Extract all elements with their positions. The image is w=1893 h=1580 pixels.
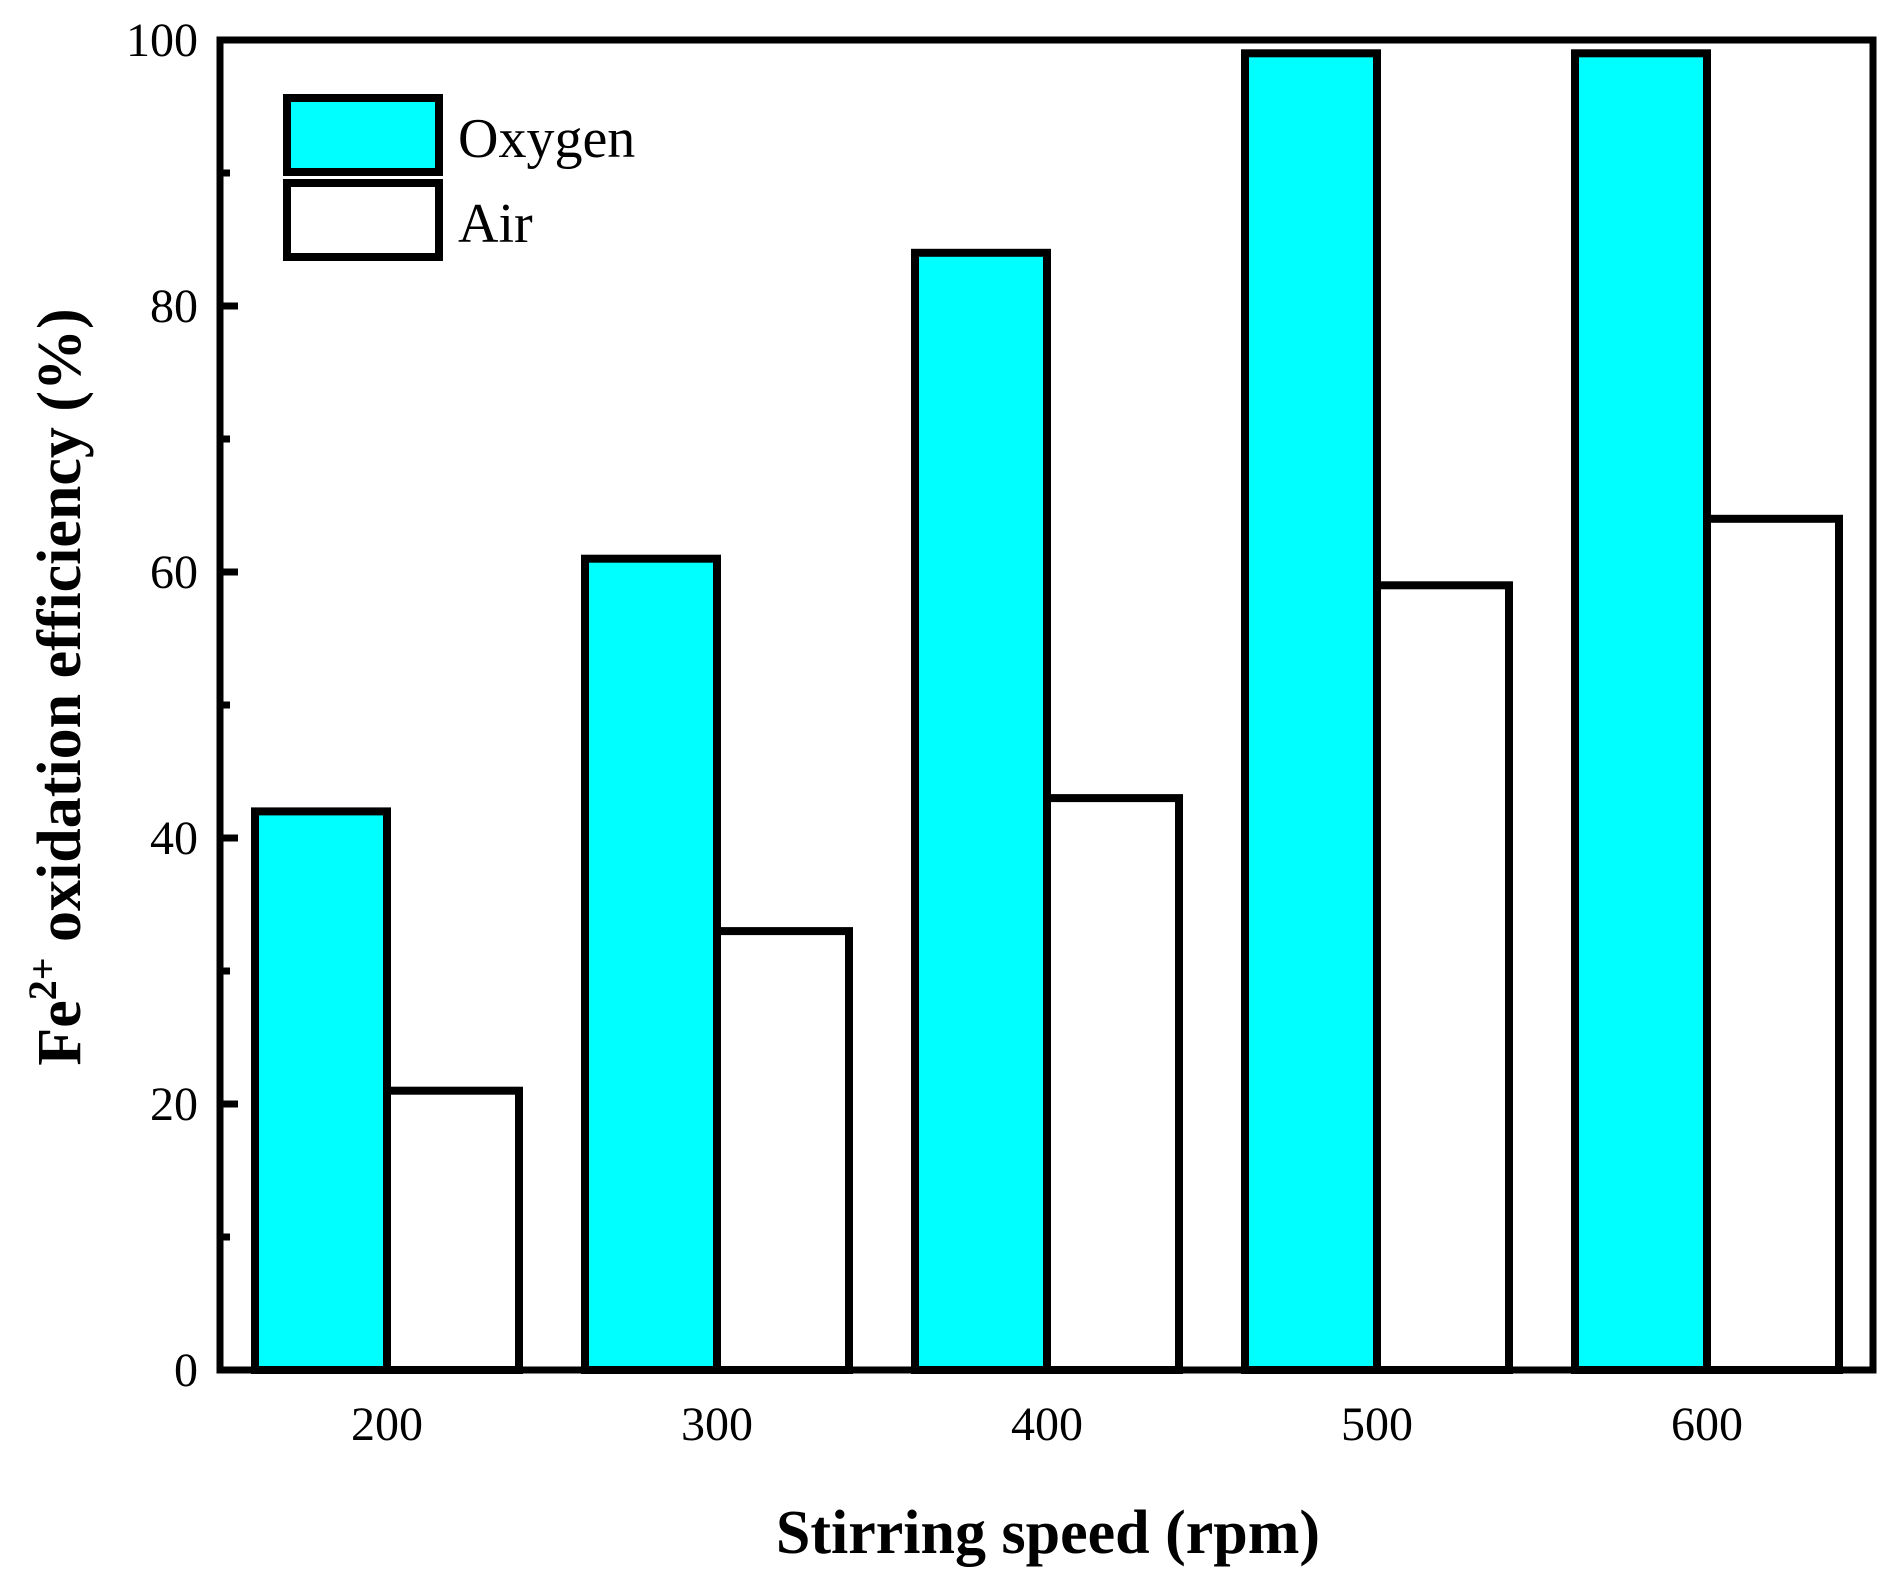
y-tick-label-40: 40 [150,812,198,865]
y-axis-title-rest: oxidation efficiency (%) [26,308,94,957]
ticks-layer: 0 20 40 60 80 100 200 300 400 500 600 [126,14,1743,1451]
y-axis-title: Fe2+ oxidation efficiency (%) [20,308,94,1065]
bar-oxygen-600 [1571,49,1711,1374]
y-tick-label-20: 20 [150,1078,198,1131]
bar-air-400 [1043,794,1183,1374]
bar-oxygen-500 [1241,49,1381,1374]
x-tick-label-600: 600 [1671,1398,1743,1451]
legend-swatch-air [283,179,443,261]
y-tick-label-80: 80 [150,280,198,333]
bar-oxygen-400 [911,248,1051,1374]
x-tick-label-400: 400 [1011,1398,1083,1451]
legend-label-oxygen: Oxygen [458,108,635,170]
y-tick-label-0: 0 [174,1344,198,1397]
x-tick-label-300: 300 [681,1398,753,1451]
bar-oxygen-200 [251,807,391,1374]
y-tick-label-60: 60 [150,546,198,599]
legend-swatch-oxygen [283,94,443,176]
legend-label-air: Air [458,193,533,255]
bar-air-300 [713,927,853,1374]
x-tick-label-500: 500 [1341,1398,1413,1451]
y-axis-title-main: Fe [26,1000,94,1065]
x-tick-label-200: 200 [351,1398,423,1451]
x-axis-title: Stirring speed (rpm) [776,1499,1320,1567]
y-axis-title-superscript: 2+ [20,957,65,1000]
bar-air-200 [383,1086,523,1374]
bar-oxygen-300 [581,554,721,1374]
bar-air-500 [1373,581,1513,1374]
legend: Oxygen Air [283,94,635,261]
bar-air-600 [1703,514,1843,1374]
y-tick-label-100: 100 [126,14,198,67]
